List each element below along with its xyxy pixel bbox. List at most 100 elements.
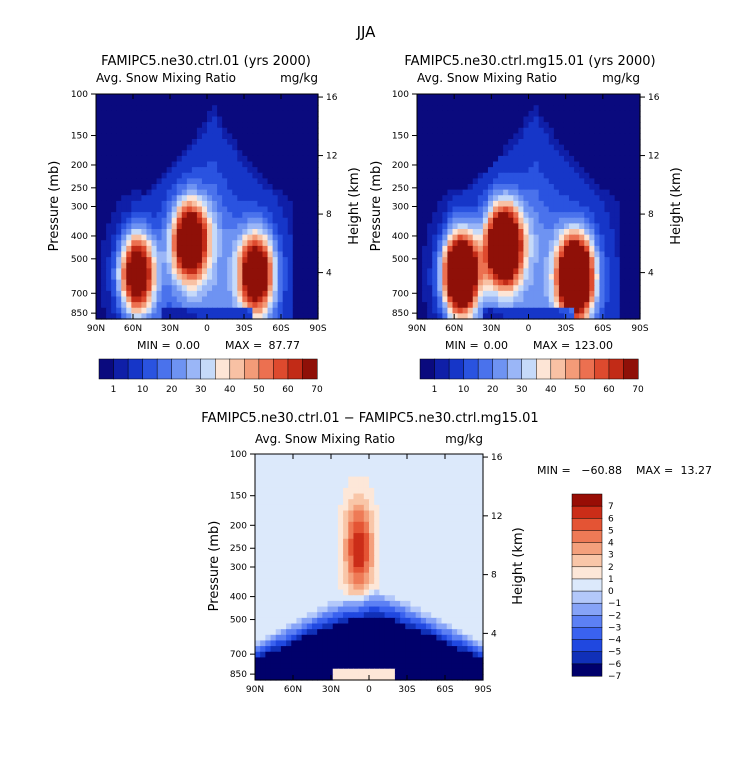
- heatmap-cell: [171, 144, 178, 151]
- heatmap-cell: [348, 454, 355, 461]
- heatmap-cell: [292, 302, 299, 309]
- heatmap-cell: [111, 251, 117, 258]
- heatmap-cell: [348, 589, 355, 596]
- heatmap-cell: [579, 307, 585, 314]
- heatmap-cell: [467, 561, 474, 568]
- heatmap-cell: [166, 302, 173, 309]
- heatmap-cell: [589, 268, 595, 275]
- heatmap-cell: [533, 167, 540, 174]
- heatmap-cell: [634, 296, 641, 303]
- heatmap-cell: [614, 122, 621, 129]
- heatmap-cell: [217, 251, 223, 258]
- heatmap-cell: [353, 606, 360, 613]
- heatmap-cell: [384, 567, 391, 574]
- heatmap-cell: [296, 487, 303, 495]
- heatmap-cell: [267, 139, 274, 146]
- heatmap-cell: [436, 476, 443, 483]
- heatmap-cell: [337, 476, 344, 483]
- heatmap-cell: [523, 195, 530, 202]
- heatmap-cell: [257, 161, 264, 168]
- heatmap-cell: [196, 184, 203, 191]
- heatmap-cell: [252, 99, 259, 106]
- heatmap-cell: [275, 572, 282, 579]
- heatmap-cell: [558, 144, 565, 151]
- heatmap-cell: [207, 313, 213, 320]
- heatmap-cell: [394, 493, 401, 500]
- heatmap-cell: [260, 617, 266, 625]
- heatmap-cell: [312, 279, 319, 286]
- heatmap-cell: [96, 122, 102, 129]
- heatmap-cell: [563, 307, 570, 314]
- heatmap-cell: [96, 290, 102, 298]
- heatmap-cell: [369, 510, 375, 517]
- heatmap-cell: [384, 561, 391, 568]
- heatmap-cell: [222, 178, 228, 185]
- heatmap-cell: [306, 550, 313, 557]
- heatmap-cell: [426, 493, 432, 500]
- heatmap-cell: [247, 234, 254, 241]
- heatmap-cell: [96, 223, 102, 230]
- heatmap-cell: [415, 544, 422, 551]
- heatmap-cell: [604, 307, 611, 314]
- heatmap-cell: [604, 144, 611, 151]
- heatmap-cell: [482, 274, 489, 281]
- heatmap-cell: [589, 223, 595, 230]
- heatmap-cell: [247, 155, 254, 163]
- heatmap-cell: [410, 454, 417, 461]
- heatmap-cell: [101, 116, 107, 123]
- heatmap-cell: [452, 99, 459, 106]
- heatmap-cell: [176, 167, 183, 174]
- heatmap-cell: [296, 538, 303, 545]
- heatmap-cell: [446, 521, 453, 529]
- heatmap-cell: [292, 195, 299, 202]
- heatmap-cell: [538, 189, 545, 196]
- heatmap-cell: [513, 274, 519, 281]
- heatmap-cell: [614, 105, 621, 112]
- heatmap-cell: [415, 561, 422, 568]
- heatmap-cell: [498, 105, 504, 112]
- heatmap-cell: [624, 217, 631, 224]
- y-right-tick-label: 4: [648, 269, 654, 279]
- heatmap-cell: [574, 223, 580, 230]
- heatmap-cell: [467, 454, 474, 461]
- heatmap-cell: [262, 110, 269, 118]
- heatmap-cell: [196, 200, 203, 208]
- heatmap-cell: [472, 465, 479, 472]
- heatmap-cell: [257, 122, 264, 129]
- heatmap-cell: [358, 572, 365, 579]
- heatmap-cell: [417, 234, 423, 241]
- heatmap-cell: [498, 313, 504, 320]
- heatmap-cell: [363, 487, 370, 495]
- heatmap-cell: [599, 206, 606, 213]
- heatmap-cell: [472, 296, 479, 303]
- heatmap-cell: [477, 550, 484, 557]
- heatmap-cell: [257, 229, 264, 236]
- heatmap-cell: [543, 307, 550, 314]
- heatmap-cell: [227, 212, 233, 219]
- heatmap-cell: [446, 487, 453, 495]
- heatmap-cell: [462, 206, 469, 213]
- heatmap-cell: [121, 127, 127, 134]
- heatmap-cell: [358, 482, 365, 489]
- heatmap-cell: [312, 544, 318, 551]
- heatmap-cell: [533, 155, 540, 163]
- heatmap-cell: [161, 122, 168, 129]
- heatmap-cell: [477, 110, 484, 118]
- colorbar-label: 50: [253, 385, 265, 395]
- heatmap-cell: [312, 274, 319, 281]
- heatmap-cell: [442, 127, 449, 134]
- heatmap-cell: [420, 499, 427, 506]
- heatmap-cell: [584, 195, 590, 202]
- heatmap-cell: [111, 189, 117, 196]
- heatmap-cell: [292, 139, 299, 146]
- heatmap-cell: [275, 510, 282, 517]
- heatmap-cell: [609, 274, 616, 281]
- heatmap-cell: [121, 167, 127, 174]
- heatmap-cell: [482, 150, 489, 157]
- heatmap-cell: [363, 533, 370, 540]
- heatmap-cell: [437, 251, 443, 258]
- heatmap-cell: [201, 122, 208, 129]
- heatmap-cell: [201, 105, 208, 112]
- y-tick-label: 850: [392, 309, 409, 319]
- heatmap-cell: [508, 133, 514, 140]
